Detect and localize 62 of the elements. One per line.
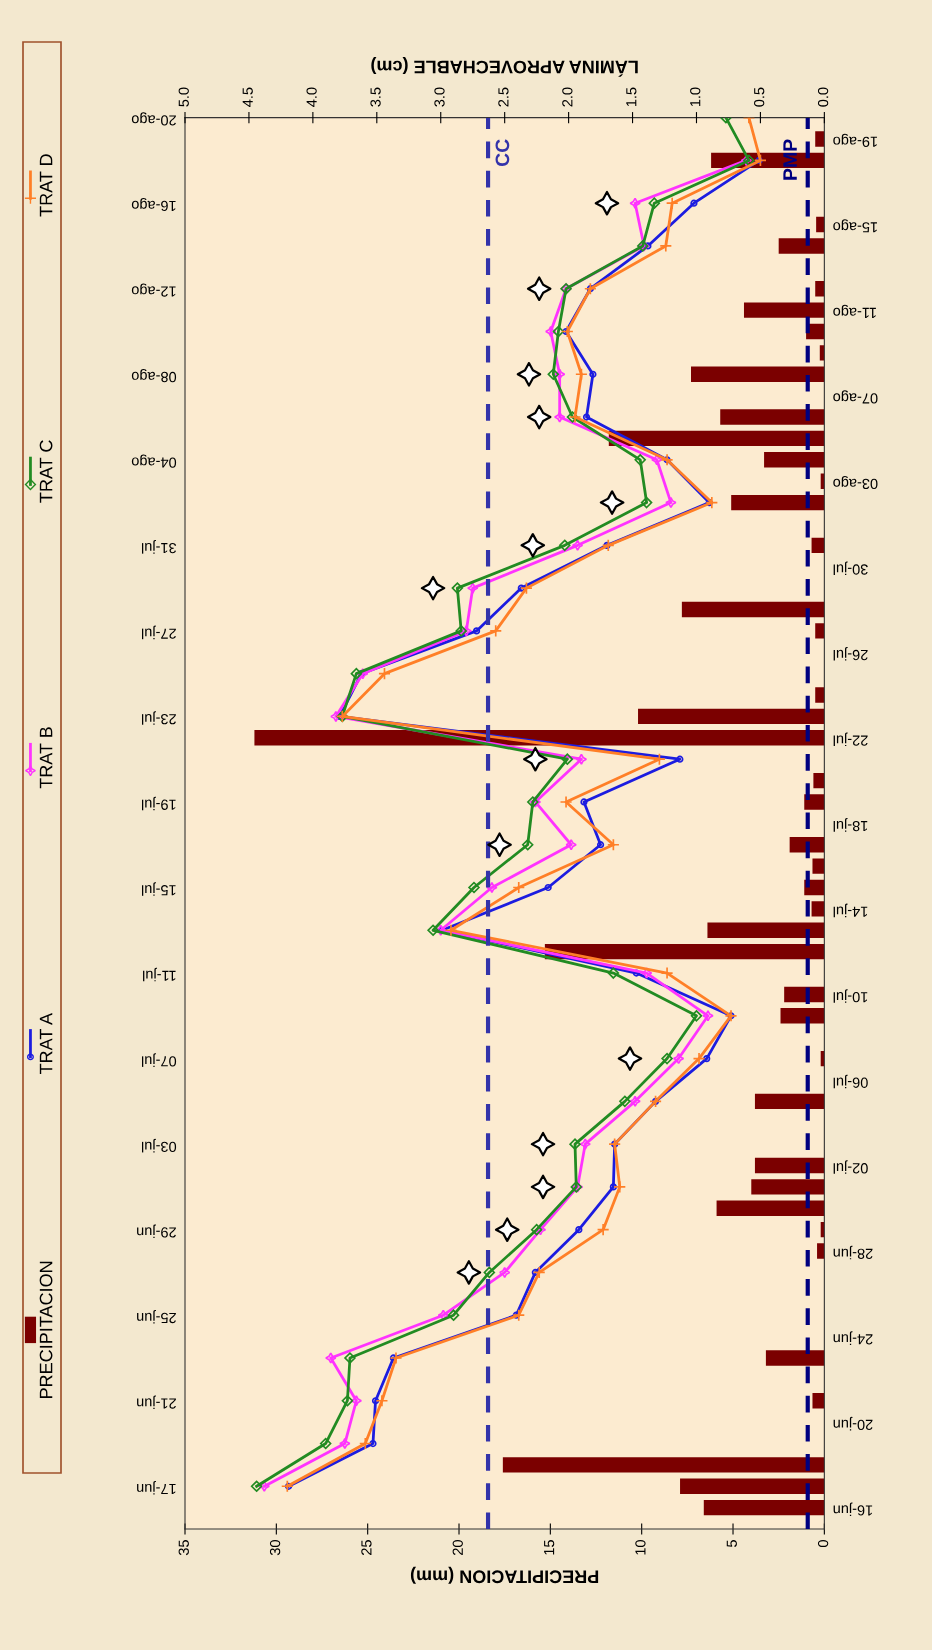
x-tick-label: 5 [726,1540,737,1547]
legend-label: TRAT A [39,1012,53,1075]
x-tick-label: 25 [361,1540,372,1555]
y-tick-label: 28-jun [833,1245,873,1260]
legend-label: PRECIPITACION [39,1261,53,1398]
y2-tick-label: 17-jun [137,1481,176,1495]
x-tick-label: 15 [544,1540,555,1555]
y-tick-label: 02-jul [833,1160,868,1174]
legend-label: TRAT B [39,727,53,789]
y-tick-label: 11-ago [833,304,876,318]
y2-tick-label: 12-ago [131,283,176,297]
x2-tick-label: 4.0 [306,87,317,107]
x-tick-label: 10 [635,1540,646,1555]
y2-tick-label: 04-ago [131,454,177,468]
y2-tick-label: 11-jul [143,967,176,982]
y-tick-label: 16-jun [833,1502,873,1516]
x2-tick-label: 3.0 [434,87,445,107]
y2-tick-label: 23-jul [141,711,176,725]
x2-axis-title: LÁMINA APROVECHABLE (cm) [371,57,638,77]
y-tick-label: 06-jul [833,1074,868,1089]
y2-tick-label: 16-ago [131,197,176,212]
legend-label: TRAT D [39,154,53,217]
x-tick-label: 20 [452,1540,463,1555]
y-tick-label: 18-jul [833,818,868,832]
x2-tick-label: 3.5 [370,87,381,107]
y2-tick-label: 15-jul [141,882,176,896]
x2-tick-label: 2.5 [498,87,509,107]
x-tick-label: 0 [817,1540,829,1548]
y2-tick-label: 03-jul [141,1138,177,1153]
y-tick-label: 10-jul [833,989,868,1003]
x-tick-label: 30 [269,1540,281,1556]
y-tick-label: 24-jun [833,1331,873,1345]
y-tick-label: 14-jul [833,903,868,918]
y-tick-label: 15-ago [833,219,877,233]
ref-line-label: PMP [783,139,797,180]
y-tick-label: 30-jul [833,561,868,576]
y2-tick-label: 27-jul [141,625,176,640]
y2-tick-label: 07-jul [141,1053,177,1067]
y-tick-label: 19-ago [833,133,877,147]
y-tick-label: 20-jun [833,1416,873,1431]
x2-tick-label: 5.0 [178,87,189,107]
x2-tick-label: 0.0 [817,87,829,107]
y2-tick-label: 20-ago [131,112,176,126]
y2-tick-label: 31-jul [141,540,177,554]
y2-tick-label: 25-jun [137,1309,176,1324]
x-tick-label: 35 [178,1540,189,1556]
x2-tick-label: 4.5 [242,87,253,107]
y-tick-label: 03-ago [833,475,878,490]
y-tick-label: 07-ago [833,390,878,404]
y2-tick-label: 21-jun [137,1395,176,1410]
ref-line-label: CC [495,139,510,167]
y2-tick-label: 08-ago [131,368,177,383]
x2-tick-label: 2.0 [562,87,573,107]
y-tick-label: 26-jul [833,646,868,661]
x2-tick-label: 0.5 [754,87,765,107]
x-axis-title: PRECIPITACION (mm) [410,1566,599,1584]
legend-label: TRAT C [39,440,53,503]
y-tick-label: 22-jul [833,732,868,747]
x2-tick-label: 1.0 [690,87,701,107]
y2-tick-label: 19-jul [141,796,176,811]
y2-tick-label: 29-jun [137,1224,176,1238]
x2-tick-label: 1.5 [626,87,637,107]
